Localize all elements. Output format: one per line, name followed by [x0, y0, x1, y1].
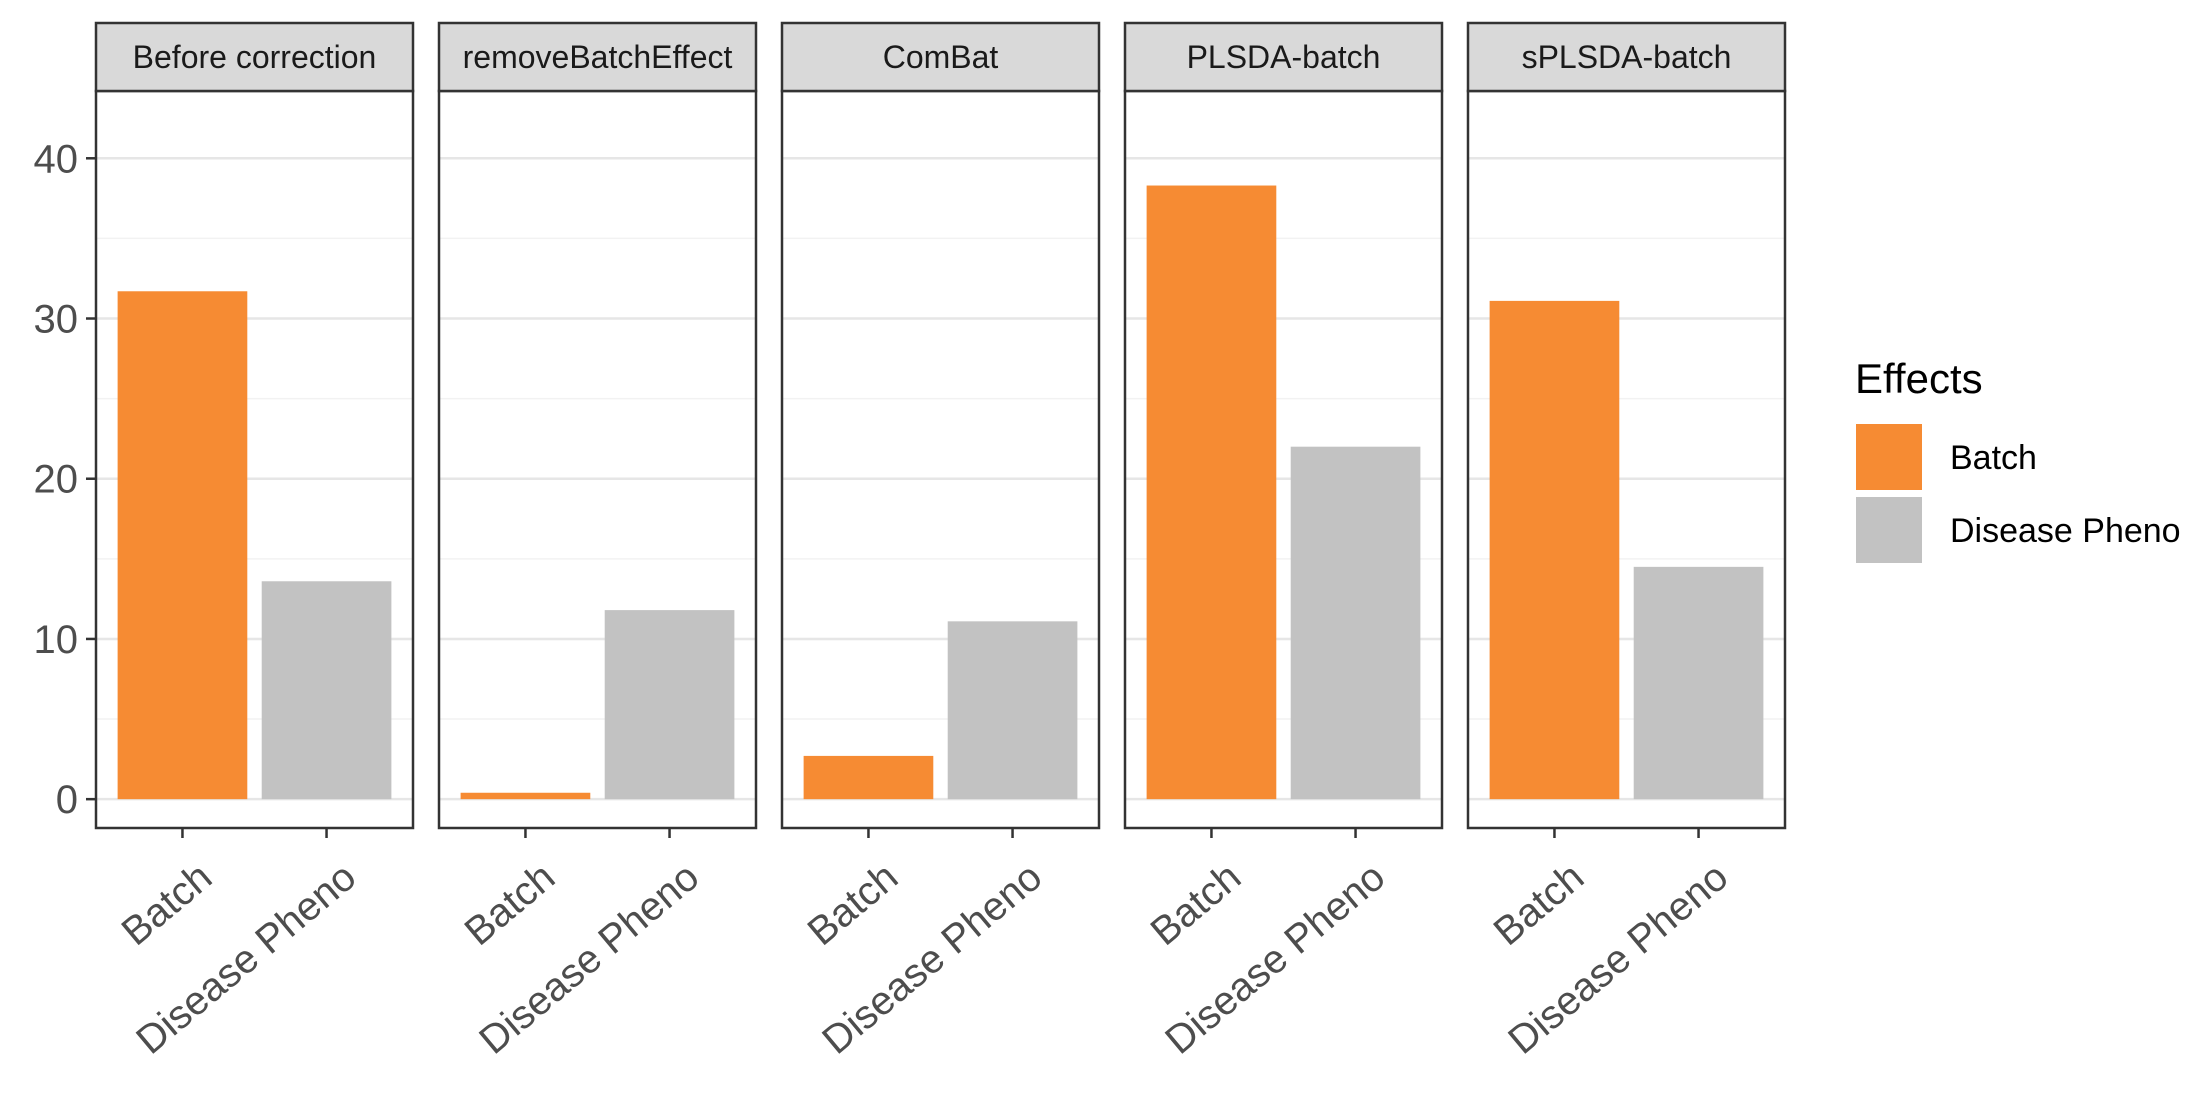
x-tick-label: Batch: [1143, 855, 1250, 954]
facet-strip-label: sPLSDA-batch: [1522, 39, 1732, 75]
facet-strip: [1466, 21, 1787, 93]
bar-plsda-batch-disease-pheno: [1290, 446, 1421, 800]
bar-removebatcheffect-batch: [460, 792, 591, 800]
facet-strip-label: ComBat: [883, 39, 999, 75]
facet-strip: [780, 21, 1101, 93]
y-tick-label: 30: [34, 298, 79, 342]
bar-removebatcheffect-disease-pheno: [604, 610, 735, 800]
y-tick-label: 20: [34, 458, 79, 502]
bar-combat-disease-pheno: [947, 621, 1078, 800]
facet-strip: [437, 21, 758, 93]
x-tick-label: Batch: [800, 855, 907, 954]
bar-splsda-batch-disease-pheno: [1633, 566, 1764, 800]
facet-strip: [94, 21, 415, 93]
legend-swatch-batch: [1856, 424, 1922, 490]
legend: Effects Batch Disease Pheno: [1855, 355, 2181, 564]
bar-before-correction-batch: [117, 291, 248, 800]
y-axis: 0 10 20 30 40: [34, 137, 96, 822]
facet-strip-label: removeBatchEffect: [463, 39, 733, 75]
y-tick-label: 40: [34, 137, 79, 181]
bar-before-correction-disease-pheno: [261, 581, 392, 800]
facet-strip-label: Before correction: [133, 39, 377, 75]
x-tick-label: Batch: [457, 855, 564, 954]
y-tick-label: 10: [34, 618, 79, 662]
facet-strip-label: PLSDA-batch: [1187, 39, 1381, 75]
bar-combat-batch: [803, 755, 934, 800]
legend-title: Effects: [1855, 355, 1983, 402]
legend-label-disease-pheno: Disease Pheno: [1950, 512, 2181, 550]
bar-splsda-batch-batch: [1489, 300, 1620, 800]
x-tick-label: Batch: [114, 855, 221, 954]
facet-strip: [1123, 21, 1444, 93]
y-tick-label: 0: [56, 778, 78, 822]
legend-swatch-disease-pheno: [1856, 497, 1922, 563]
x-tick-label: Batch: [1486, 855, 1593, 954]
legend-label-batch: Batch: [1950, 439, 2037, 477]
bar-plsda-batch-batch: [1146, 185, 1277, 800]
